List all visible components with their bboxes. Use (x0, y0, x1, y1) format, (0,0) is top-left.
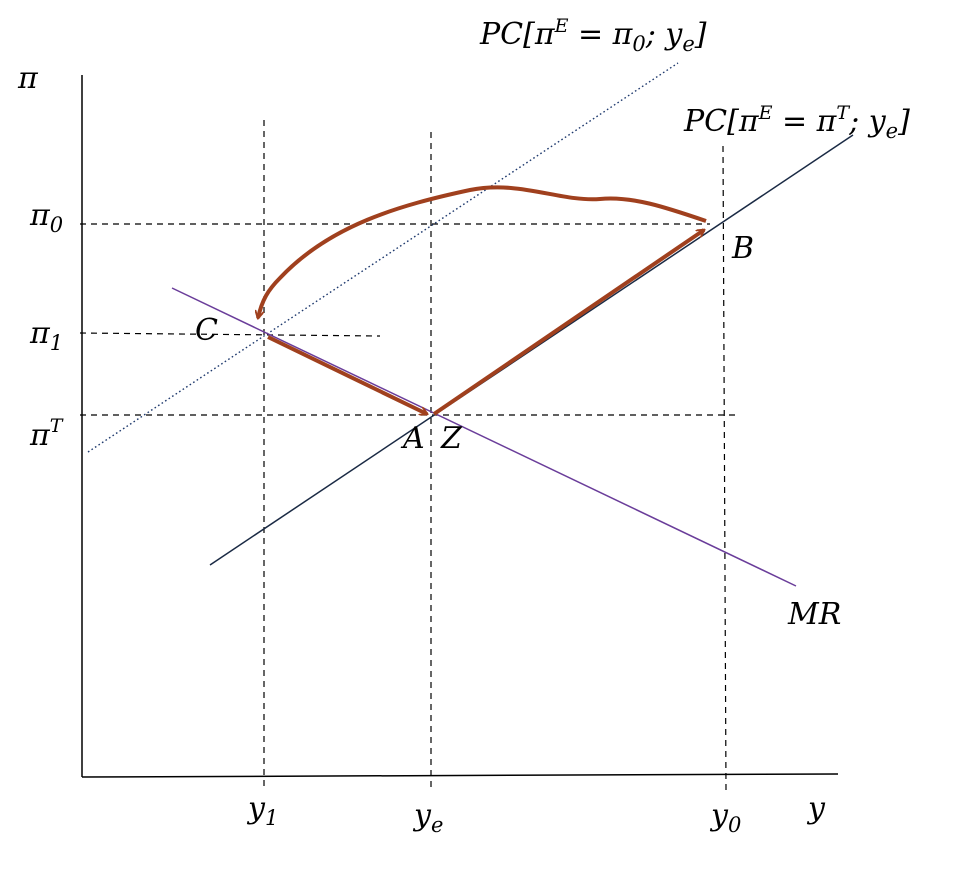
y1-label: y1 (246, 791, 278, 830)
mr-curve (171, 287, 797, 587)
arrow-z-to-b (432, 228, 704, 416)
arrow-c-to-a (267, 335, 427, 416)
y0-label: y0 (709, 798, 741, 837)
y-axis-label: π (17, 61, 39, 96)
pc-lower-label: PC[πE = πT; ye] (683, 102, 910, 143)
point-a-label: A (400, 421, 425, 456)
arrow-b-to-c (258, 185, 707, 318)
piT-label: πT (29, 415, 64, 453)
ye-label: ye (412, 798, 443, 837)
pi0-label: π0 (29, 198, 63, 237)
guide-y0 (722, 145, 727, 791)
mr-label: MR (787, 597, 841, 632)
point-z-label: Z (440, 421, 463, 456)
x-axis-line (81, 773, 839, 778)
guide-pi1 (79, 332, 381, 337)
point-b-label: B (731, 231, 754, 266)
pi1-label: π1 (29, 316, 63, 355)
pc-upper-label: PC[πE = π0; ye] (479, 15, 707, 56)
pc-curve-pi0-dotted (87, 62, 679, 453)
x-axis-label: y (806, 791, 826, 826)
point-c-label: C (195, 313, 218, 348)
pc-curve-target (209, 134, 854, 566)
